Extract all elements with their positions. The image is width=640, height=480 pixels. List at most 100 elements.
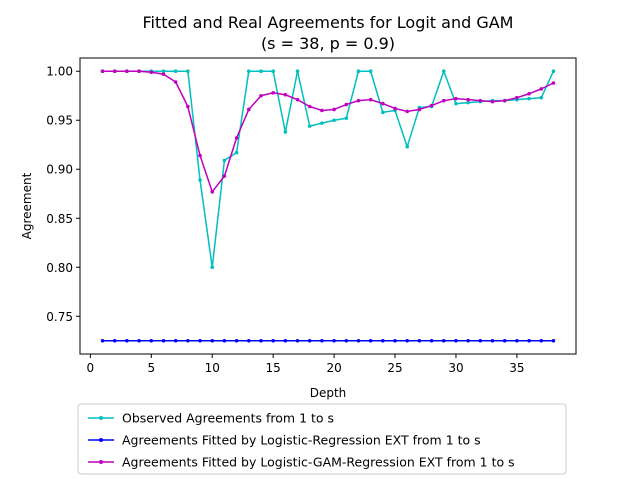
y-axis-ticks: 0.75 0.80 0.85 0.90 0.95 1.00 bbox=[46, 65, 80, 324]
series-1-point bbox=[283, 130, 288, 134]
series-1-point bbox=[356, 69, 361, 74]
series-1-point bbox=[259, 69, 263, 74]
series-3-point bbox=[356, 98, 361, 103]
chart-subtitle: (s = 38, p = 0.9) bbox=[261, 34, 395, 53]
series-2-point bbox=[332, 338, 336, 343]
y-tick-label: 0.95 bbox=[46, 114, 73, 128]
series-line-3 bbox=[102, 70, 554, 193]
series-3-point bbox=[405, 109, 410, 114]
series-1-point bbox=[441, 69, 446, 74]
series-2-point bbox=[466, 338, 470, 343]
y-tick-label: 1.00 bbox=[46, 65, 73, 79]
series-layer bbox=[100, 69, 556, 343]
series-3-point bbox=[149, 70, 154, 75]
series-2-point bbox=[161, 338, 166, 343]
series-3-point bbox=[429, 103, 434, 108]
series-2-point bbox=[295, 338, 300, 343]
series-3-point bbox=[307, 104, 312, 109]
series-3-point bbox=[198, 153, 202, 158]
series-2-point bbox=[283, 338, 288, 343]
legend-box bbox=[77, 403, 567, 475]
series-2-point bbox=[417, 338, 422, 343]
series-3-point bbox=[125, 69, 129, 74]
series-1-point bbox=[210, 265, 215, 270]
series-1-point bbox=[368, 69, 373, 74]
series-1-point bbox=[271, 69, 275, 74]
series-3-point bbox=[246, 107, 251, 112]
series-1-point bbox=[295, 69, 300, 74]
series-2-point bbox=[356, 338, 361, 343]
series-1-point bbox=[332, 118, 336, 123]
series-1-point bbox=[222, 158, 227, 163]
series-3-point bbox=[173, 80, 178, 84]
y-axis-label: Agreement bbox=[20, 172, 34, 239]
series-2-point bbox=[259, 338, 263, 343]
series-3-point bbox=[222, 174, 227, 178]
series-2-point bbox=[368, 338, 373, 343]
x-tick-label: 35 bbox=[509, 361, 524, 375]
plot-area: 0 5 10 15 20 25 30 35 0.75 0.80 0.85 0.90 0.95 1.00 bbox=[46, 57, 577, 375]
legend: Observed Agreements from 1 to s Agreement… bbox=[77, 403, 567, 475]
series-2-point bbox=[125, 338, 129, 343]
series-1-point bbox=[551, 69, 556, 74]
series-3-point bbox=[502, 98, 507, 103]
series-1-point bbox=[454, 101, 458, 106]
series-2-point bbox=[246, 338, 251, 343]
legend-marker-1 bbox=[99, 416, 103, 420]
series-3-point bbox=[478, 98, 483, 103]
series-3-point bbox=[539, 87, 544, 91]
series-1-point bbox=[320, 121, 324, 125]
legend-marker-2 bbox=[99, 438, 103, 442]
chart-title: Fitted and Real Agreements for Logit and… bbox=[143, 13, 514, 32]
series-2-point bbox=[490, 338, 495, 343]
x-tick-label: 30 bbox=[448, 361, 463, 375]
series-3-point bbox=[454, 96, 458, 101]
x-tick-label: 0 bbox=[87, 361, 95, 375]
series-2-point bbox=[551, 338, 556, 343]
series-2-point bbox=[112, 338, 117, 343]
series-2-point bbox=[441, 338, 446, 343]
x-tick-label: 15 bbox=[266, 361, 281, 375]
series-3-point bbox=[332, 107, 336, 112]
x-tick-label: 20 bbox=[326, 361, 341, 375]
series-2-point bbox=[393, 338, 397, 343]
y-tick-label: 0.90 bbox=[46, 163, 73, 177]
series-3-point bbox=[210, 189, 215, 194]
legend-items: Observed Agreements from 1 to s Agreement… bbox=[88, 411, 515, 470]
series-2-point bbox=[381, 338, 385, 343]
series-2-point bbox=[478, 338, 483, 343]
series-3-point bbox=[186, 104, 190, 109]
series-1-point bbox=[539, 95, 544, 100]
legend-marker-3 bbox=[99, 460, 103, 464]
series-3-point bbox=[271, 90, 275, 95]
series-2-point bbox=[320, 338, 324, 343]
x-axis-ticks: 0 5 10 15 20 25 30 35 bbox=[87, 354, 525, 375]
series-2-point bbox=[234, 338, 239, 343]
series-2-point bbox=[405, 338, 410, 343]
series-2-point bbox=[344, 338, 349, 343]
x-tick-label: 25 bbox=[387, 361, 402, 375]
series-2-point bbox=[149, 338, 154, 343]
series-3-point bbox=[527, 91, 531, 96]
series-3-point bbox=[112, 69, 117, 74]
series-1-point bbox=[344, 116, 349, 121]
series-1-point bbox=[173, 69, 178, 74]
series-3-point bbox=[551, 81, 556, 85]
series-3-point bbox=[100, 69, 105, 74]
series-2-point bbox=[210, 338, 215, 343]
series-3-point bbox=[417, 107, 422, 112]
series-3-point bbox=[161, 72, 166, 76]
x-axis-label: Depth bbox=[310, 386, 347, 400]
series-2-point bbox=[515, 338, 519, 343]
series-2-point bbox=[502, 338, 507, 343]
series-2-point bbox=[429, 338, 434, 343]
series-1-point bbox=[405, 144, 410, 149]
series-3-point bbox=[368, 97, 373, 102]
series-2-point bbox=[198, 338, 202, 343]
series-2-point bbox=[527, 338, 531, 343]
series-3-point bbox=[137, 69, 141, 74]
series-3-point bbox=[381, 101, 385, 106]
series-3-point bbox=[295, 97, 300, 102]
